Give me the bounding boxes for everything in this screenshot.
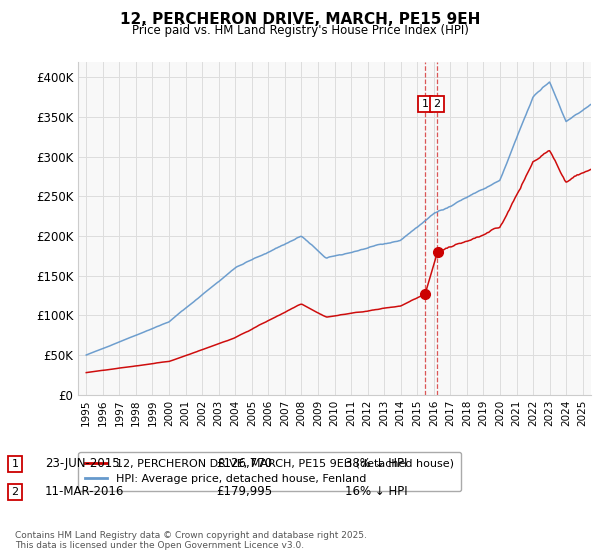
- Text: £179,995: £179,995: [216, 485, 272, 498]
- Text: 1: 1: [11, 459, 19, 469]
- Text: 12, PERCHERON DRIVE, MARCH, PE15 9EH: 12, PERCHERON DRIVE, MARCH, PE15 9EH: [120, 12, 480, 27]
- Legend: 12, PERCHERON DRIVE, MARCH, PE15 9EH (detached house), HPI: Average price, detac: 12, PERCHERON DRIVE, MARCH, PE15 9EH (de…: [79, 452, 461, 491]
- Text: 1: 1: [422, 99, 428, 109]
- Text: Price paid vs. HM Land Registry's House Price Index (HPI): Price paid vs. HM Land Registry's House …: [131, 24, 469, 37]
- Text: 23-JUN-2015: 23-JUN-2015: [45, 457, 119, 470]
- Text: 2: 2: [11, 487, 19, 497]
- Text: Contains HM Land Registry data © Crown copyright and database right 2025.
This d: Contains HM Land Registry data © Crown c…: [15, 530, 367, 550]
- Text: 2: 2: [433, 99, 440, 109]
- Text: 16% ↓ HPI: 16% ↓ HPI: [345, 485, 407, 498]
- Text: 11-MAR-2016: 11-MAR-2016: [45, 485, 124, 498]
- Text: £126,770: £126,770: [216, 457, 272, 470]
- Text: 38% ↓ HPI: 38% ↓ HPI: [345, 457, 407, 470]
